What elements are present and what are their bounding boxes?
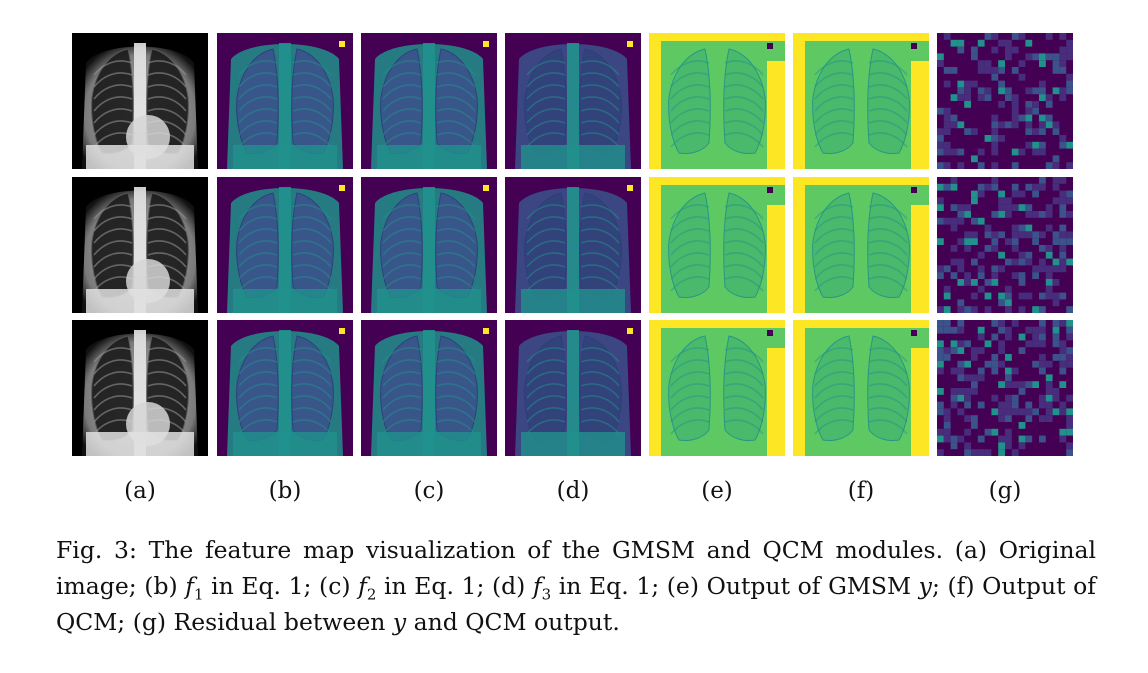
- feature-map-image: [793, 177, 929, 313]
- panel-f-row2: [793, 177, 929, 313]
- feature-map-image: [649, 33, 785, 169]
- feature-map-image: [72, 320, 208, 456]
- feature-map-image: [72, 177, 208, 313]
- feature-map-image: [505, 177, 641, 313]
- feature-map-image: [937, 177, 1073, 313]
- column-label-f: (f): [847, 478, 875, 504]
- column-label-a: (a): [124, 478, 156, 504]
- feature-map-image: [793, 320, 929, 456]
- feature-map-image: [505, 320, 641, 456]
- feature-map-image: [793, 33, 929, 169]
- panel-g-row2: [937, 177, 1073, 313]
- panel-b-row1: [217, 33, 353, 169]
- panel-b-row3: [217, 320, 353, 456]
- panel-c-row1: [361, 33, 497, 169]
- panel-e-row1: [649, 33, 785, 169]
- feature-map-image: [361, 320, 497, 456]
- column-label-c: (c): [413, 478, 445, 504]
- column-label-e: (e): [701, 478, 733, 504]
- feature-map-image: [361, 177, 497, 313]
- feature-map-image: [649, 320, 785, 456]
- feature-map-image: [217, 33, 353, 169]
- panel-a-row1: [72, 33, 208, 169]
- feature-map-image: [937, 320, 1073, 456]
- panel-a-row2: [72, 177, 208, 313]
- panel-e-row2: [649, 177, 785, 313]
- feature-map-image: [361, 33, 497, 169]
- panel-f-row1: [793, 33, 929, 169]
- column-label-b: (b): [268, 478, 302, 504]
- column-label-d: (d): [556, 478, 590, 504]
- panel-d-row3: [505, 320, 641, 456]
- feature-map-image: [649, 177, 785, 313]
- panel-e-row3: [649, 320, 785, 456]
- panel-d-row1: [505, 33, 641, 169]
- panel-b-row2: [217, 177, 353, 313]
- panel-g-row1: [937, 33, 1073, 169]
- feature-map-image: [217, 320, 353, 456]
- feature-map-image: [217, 177, 353, 313]
- panel-g-row3: [937, 320, 1073, 456]
- feature-map-image: [505, 33, 641, 169]
- figure-caption: Fig. 3: The feature map visualization of…: [56, 536, 1096, 636]
- panel-d-row2: [505, 177, 641, 313]
- panel-f-row3: [793, 320, 929, 456]
- panel-a-row3: [72, 320, 208, 456]
- column-label-g: (g): [988, 478, 1022, 504]
- panel-c-row3: [361, 320, 497, 456]
- panel-c-row2: [361, 177, 497, 313]
- caption-prefix: Fig. 3:: [56, 536, 137, 564]
- feature-map-image: [72, 33, 208, 169]
- feature-map-image: [937, 33, 1073, 169]
